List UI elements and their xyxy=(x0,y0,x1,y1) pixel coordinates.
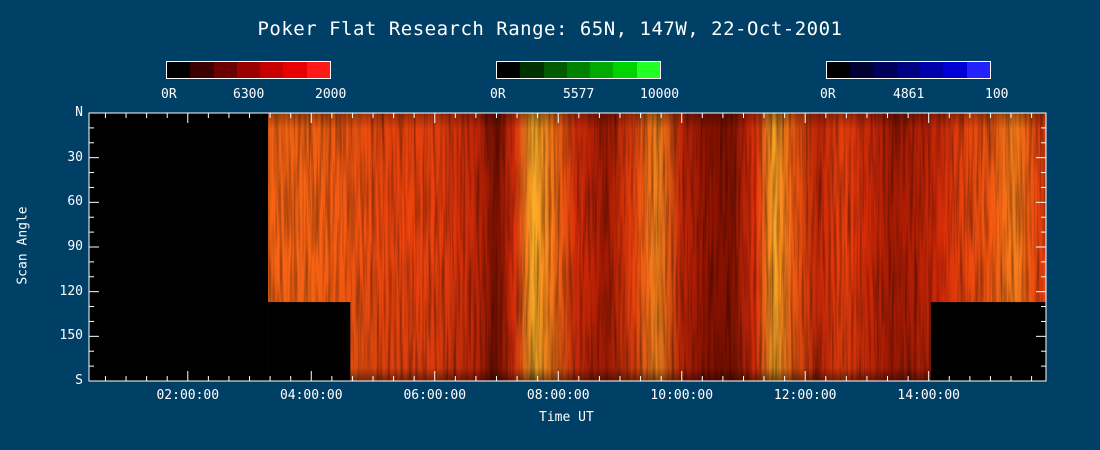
no-data-region xyxy=(268,302,351,381)
x-tick-label: 08:00:00 xyxy=(526,388,590,403)
chart-title: Poker Flat Research Range: 65N, 147W, 22… xyxy=(257,18,843,40)
colorbar-swatch xyxy=(566,62,591,78)
colorbar-swatch xyxy=(943,62,967,78)
colorbar-5577-mid-label: 5577 xyxy=(563,87,595,102)
colorbar-swatch xyxy=(260,62,284,78)
colorbar-6300-mid-label: 6300 xyxy=(233,87,265,102)
colorbar-swatch xyxy=(850,62,874,78)
y-tick-label: 150 xyxy=(59,328,83,344)
y-tick-label: 90 xyxy=(67,239,83,254)
x-tick-label: 14:00:00 xyxy=(897,388,960,403)
y-tick-label: 30 xyxy=(67,149,83,165)
colorbar-swatch xyxy=(520,62,544,78)
colorbar-swatch xyxy=(306,62,330,78)
colorbar-swatch xyxy=(873,62,897,78)
no-data-region xyxy=(89,113,269,381)
x-tick-label: 12:00:00 xyxy=(773,388,837,403)
x-tick-label: 06:00:00 xyxy=(403,388,467,403)
colorbar-6300 xyxy=(166,61,331,79)
colorbar-swatch xyxy=(920,62,944,78)
colorbar-swatch xyxy=(190,62,214,78)
y-axis-label: Scan Angle xyxy=(15,206,31,285)
x-tick-label: 02:00:00 xyxy=(156,388,220,403)
colorbar-5577 xyxy=(496,61,661,79)
y-tick-label: 60 xyxy=(67,194,83,210)
colorbar-swatch xyxy=(543,62,567,78)
x-tick-label: 04:00:00 xyxy=(279,388,343,403)
colorbar-swatch xyxy=(236,62,261,78)
colorbar-swatch xyxy=(213,62,237,78)
y-tick-label: S xyxy=(75,373,83,388)
no-data-region xyxy=(930,302,1046,381)
y-tick-label: N xyxy=(75,105,83,120)
colorbar-swatch xyxy=(827,62,851,78)
colorbar-4861-mid-label: 4861 xyxy=(893,87,925,102)
colorbar-5577-min-label: 0R xyxy=(490,87,506,102)
colorbar-swatch xyxy=(896,62,921,78)
colorbar-6300-min-label: 0R xyxy=(161,87,177,102)
colorbar-swatch xyxy=(590,62,614,78)
colorbar-swatch xyxy=(497,62,521,78)
x-axis-label: Time UT xyxy=(539,410,594,425)
x-tick-label: 10:00:00 xyxy=(650,388,714,403)
colorbar-6300-max-label: 2000 xyxy=(315,87,347,102)
colorbar-swatch xyxy=(167,62,191,78)
colorbar-4861-max-label: 100 xyxy=(985,87,1009,102)
colorbar-swatch xyxy=(636,62,660,78)
colorbar-4861-min-label: 0R xyxy=(820,87,836,102)
emission-shading xyxy=(268,113,1046,381)
colorbar-5577-max-label: 10000 xyxy=(640,87,680,102)
colorbar-swatch xyxy=(966,62,990,78)
colorbar-swatch xyxy=(283,62,307,78)
colorbar-4861 xyxy=(826,61,991,79)
y-tick-label: 120 xyxy=(59,283,83,299)
colorbar-swatch xyxy=(613,62,637,78)
